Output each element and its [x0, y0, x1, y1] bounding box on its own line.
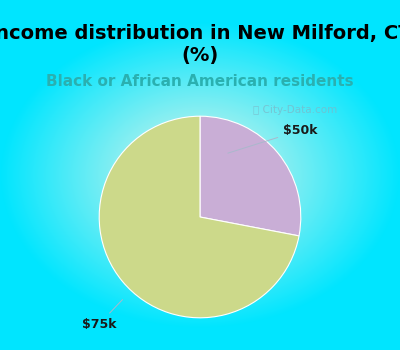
Wedge shape	[200, 116, 301, 236]
Wedge shape	[99, 116, 299, 318]
Text: Black or African American residents: Black or African American residents	[46, 75, 354, 90]
Text: $50k: $50k	[228, 124, 318, 153]
Text: ⓘ City-Data.com: ⓘ City-Data.com	[253, 105, 337, 115]
Text: Income distribution in New Milford, CT
(%): Income distribution in New Milford, CT (…	[0, 25, 400, 65]
Text: $75k: $75k	[82, 300, 122, 331]
